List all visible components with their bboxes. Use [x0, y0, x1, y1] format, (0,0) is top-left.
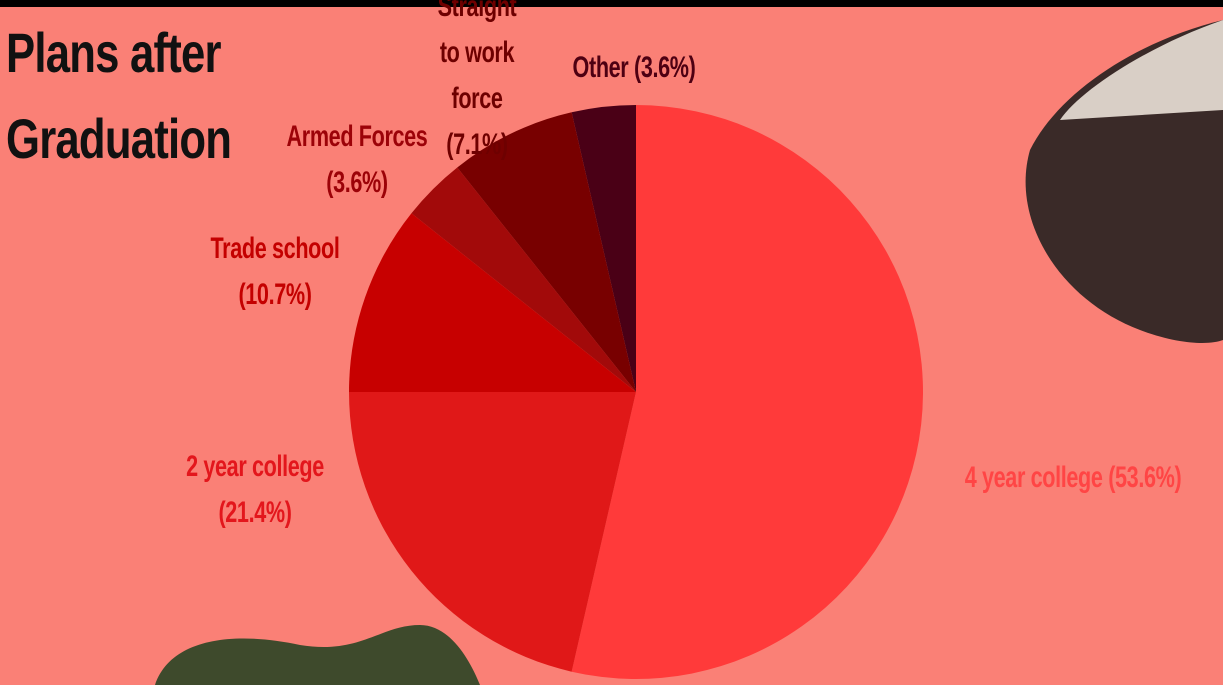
slice-label: Armed Forces(3.6%) — [287, 114, 428, 206]
slide: Plans after Graduation 4 year college (5… — [0, 0, 1223, 685]
category-label: Trade school — [211, 226, 340, 272]
photo-wall — [1060, 20, 1223, 120]
value-label: (10.7%) — [211, 272, 340, 318]
slice-label: Straight to work force(7.1%) — [427, 0, 528, 168]
photo-blob — [155, 625, 480, 685]
value-label: (21.4%) — [186, 490, 324, 536]
category-label: 4 year college — [965, 461, 1103, 494]
category-label: Straight to work force — [427, 0, 528, 122]
slice-label: 4 year college (53.6%) — [965, 455, 1182, 501]
slice-label: Other (3.6%) — [573, 45, 696, 91]
chart-title: Plans after Graduation — [6, 10, 263, 182]
value-label: (3.6%) — [634, 51, 695, 84]
category-label: Armed Forces — [287, 114, 428, 160]
value-label: (7.1%) — [427, 122, 528, 168]
value-label: (3.6%) — [287, 160, 428, 206]
value-label: (53.6%) — [1108, 461, 1181, 494]
slice-label: 2 year college(21.4%) — [186, 444, 324, 536]
category-label: Other — [573, 51, 629, 84]
top-border — [0, 0, 1223, 7]
slice-label: Trade school(10.7%) — [211, 226, 340, 318]
category-label: 2 year college — [186, 444, 324, 490]
